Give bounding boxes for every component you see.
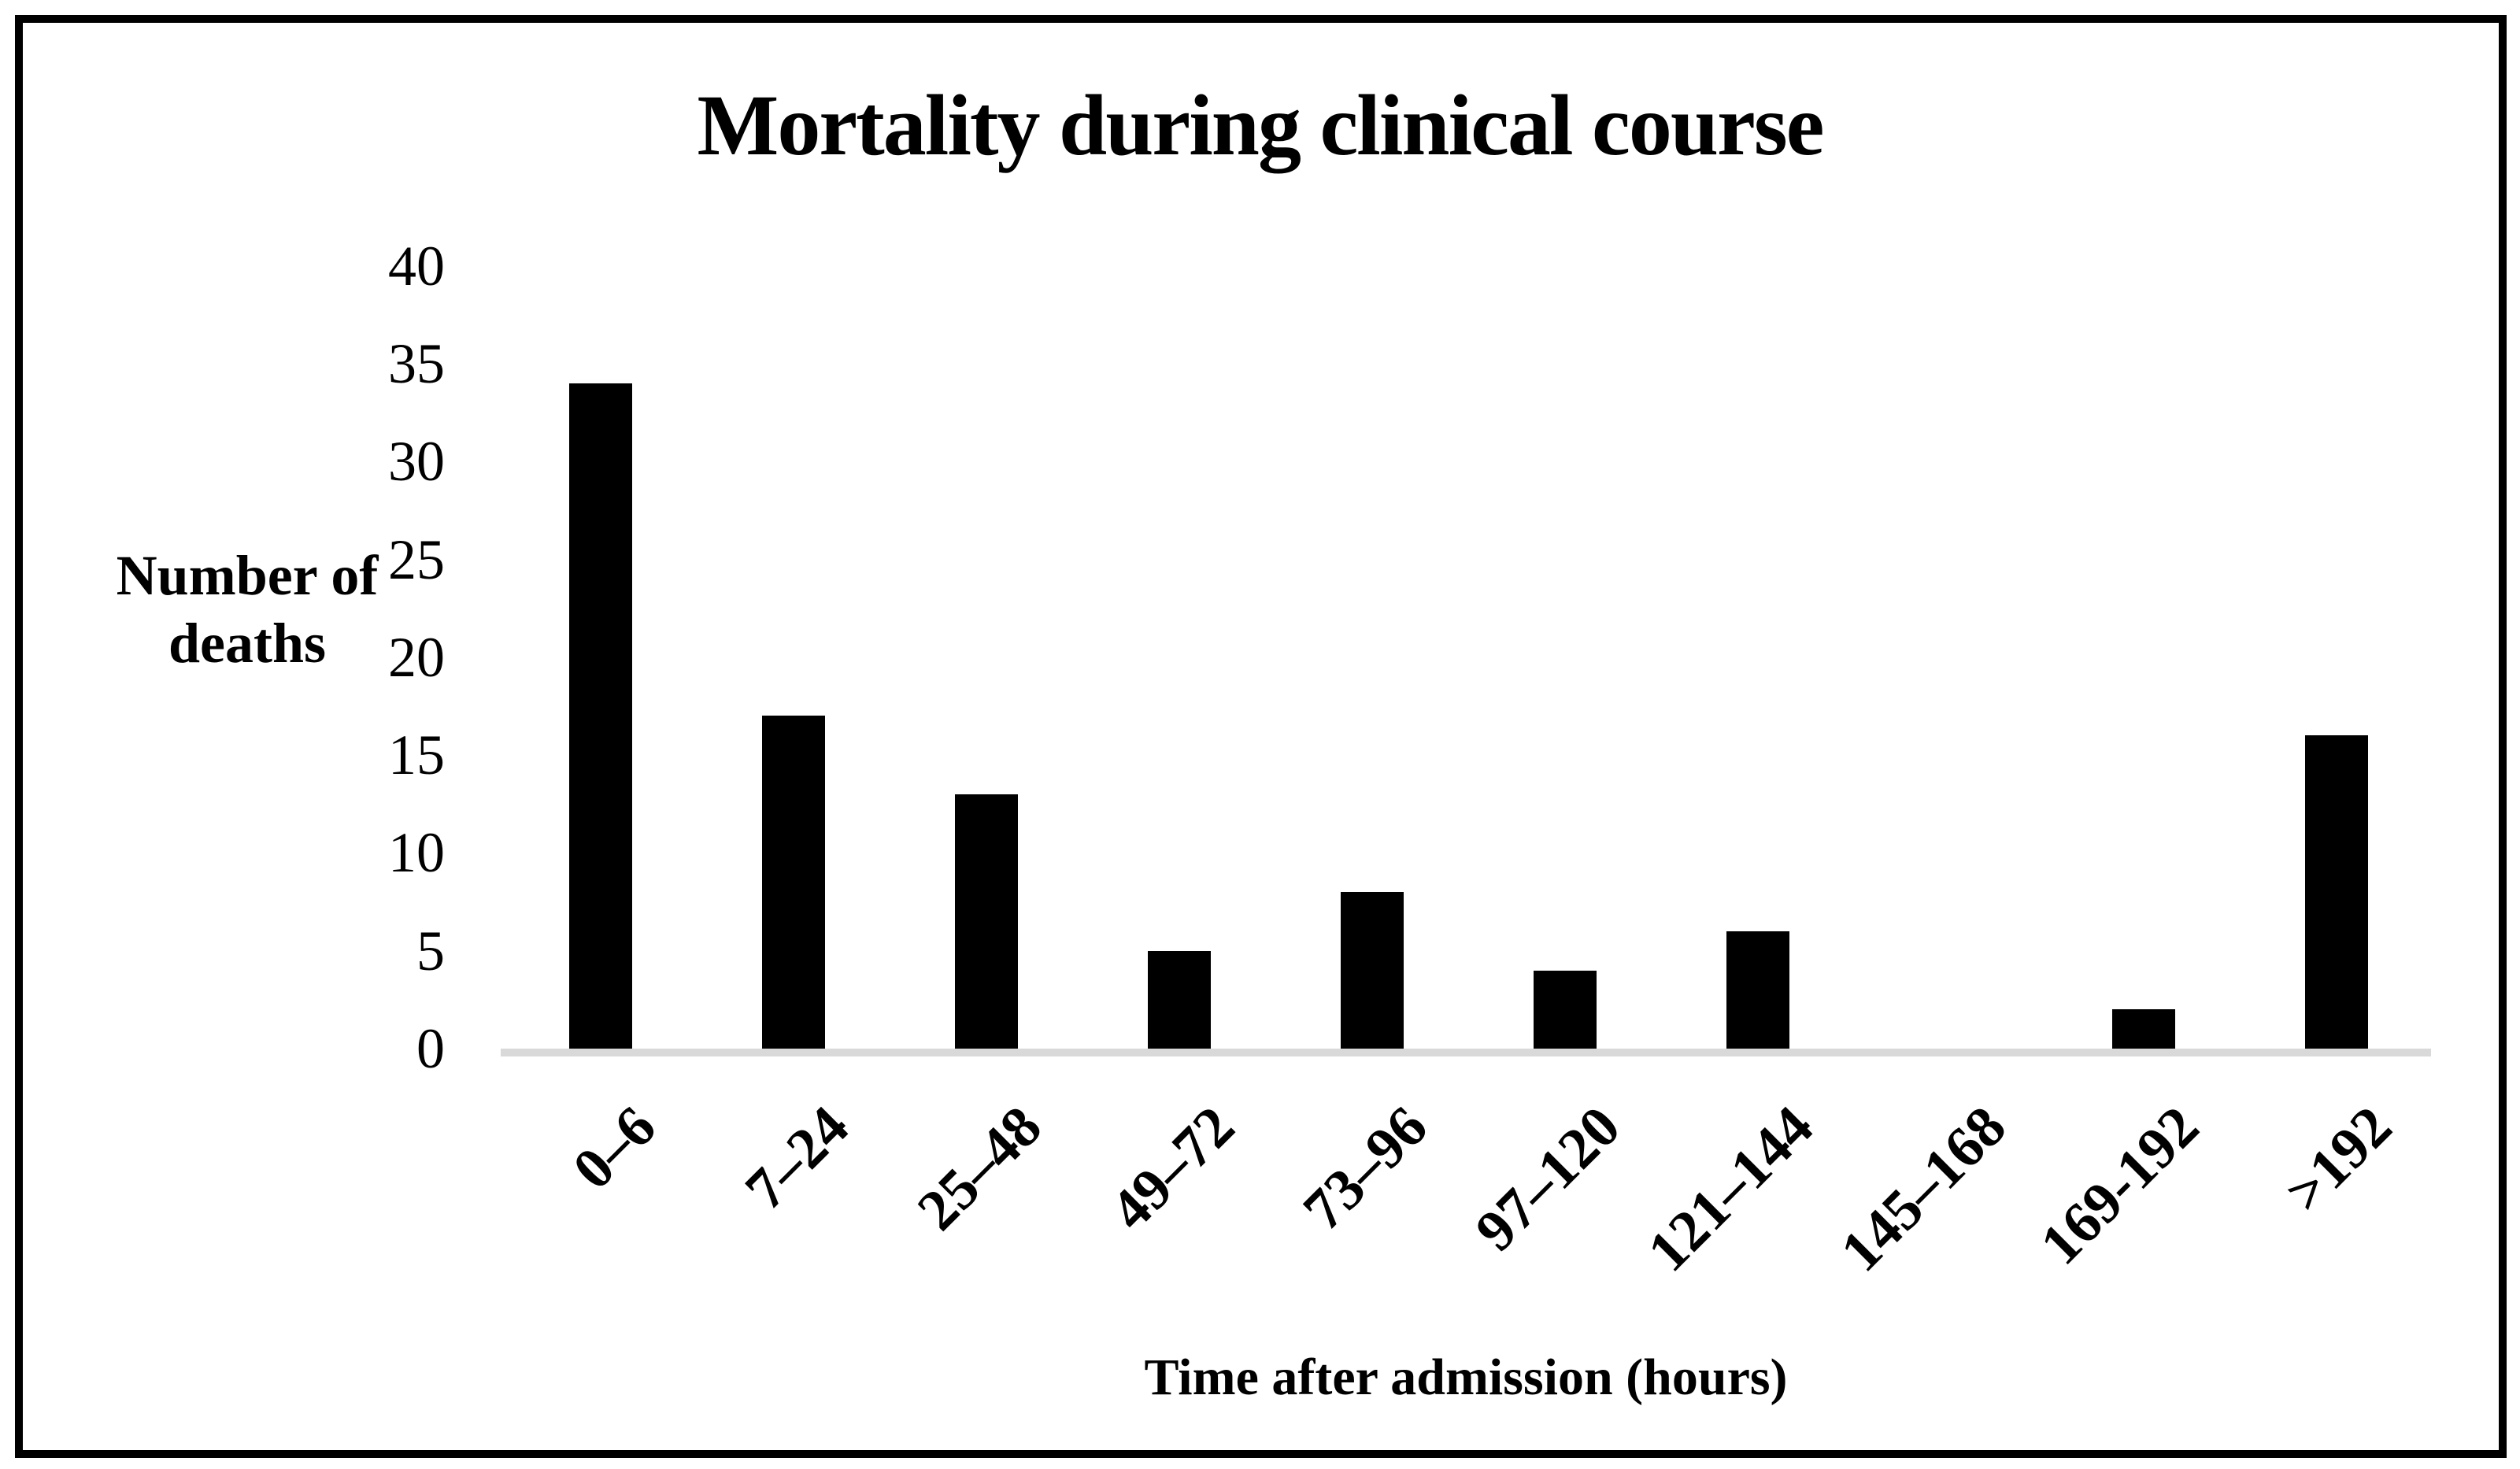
y-tick-label: 35 — [388, 331, 445, 395]
y-tick-label: 40 — [388, 234, 445, 298]
figure-border-frame — [15, 15, 2507, 1458]
y-tick-label: 10 — [388, 821, 445, 885]
x-axis-line — [501, 1049, 2431, 1056]
x-axis-title: Time after admission (hours) — [1144, 1349, 1788, 1406]
bar — [2305, 735, 2368, 1049]
bar — [2112, 1009, 2175, 1049]
y-tick-label: 15 — [388, 723, 445, 787]
bar — [1148, 951, 1211, 1049]
bar — [569, 383, 632, 1049]
bar — [1726, 931, 1789, 1049]
y-tick-label: 30 — [388, 430, 445, 494]
chart-title: Mortality during clinical course — [697, 77, 1825, 173]
bar — [955, 794, 1018, 1049]
y-tick-label: 20 — [388, 625, 445, 689]
y-tick-label: 25 — [388, 527, 445, 591]
y-tick-label: 0 — [416, 1017, 445, 1080]
bar — [762, 716, 825, 1049]
y-tick-label: 5 — [416, 919, 445, 982]
bar — [1534, 971, 1597, 1049]
y-axis-title: Number of deaths — [116, 544, 379, 675]
bar — [1341, 892, 1404, 1049]
